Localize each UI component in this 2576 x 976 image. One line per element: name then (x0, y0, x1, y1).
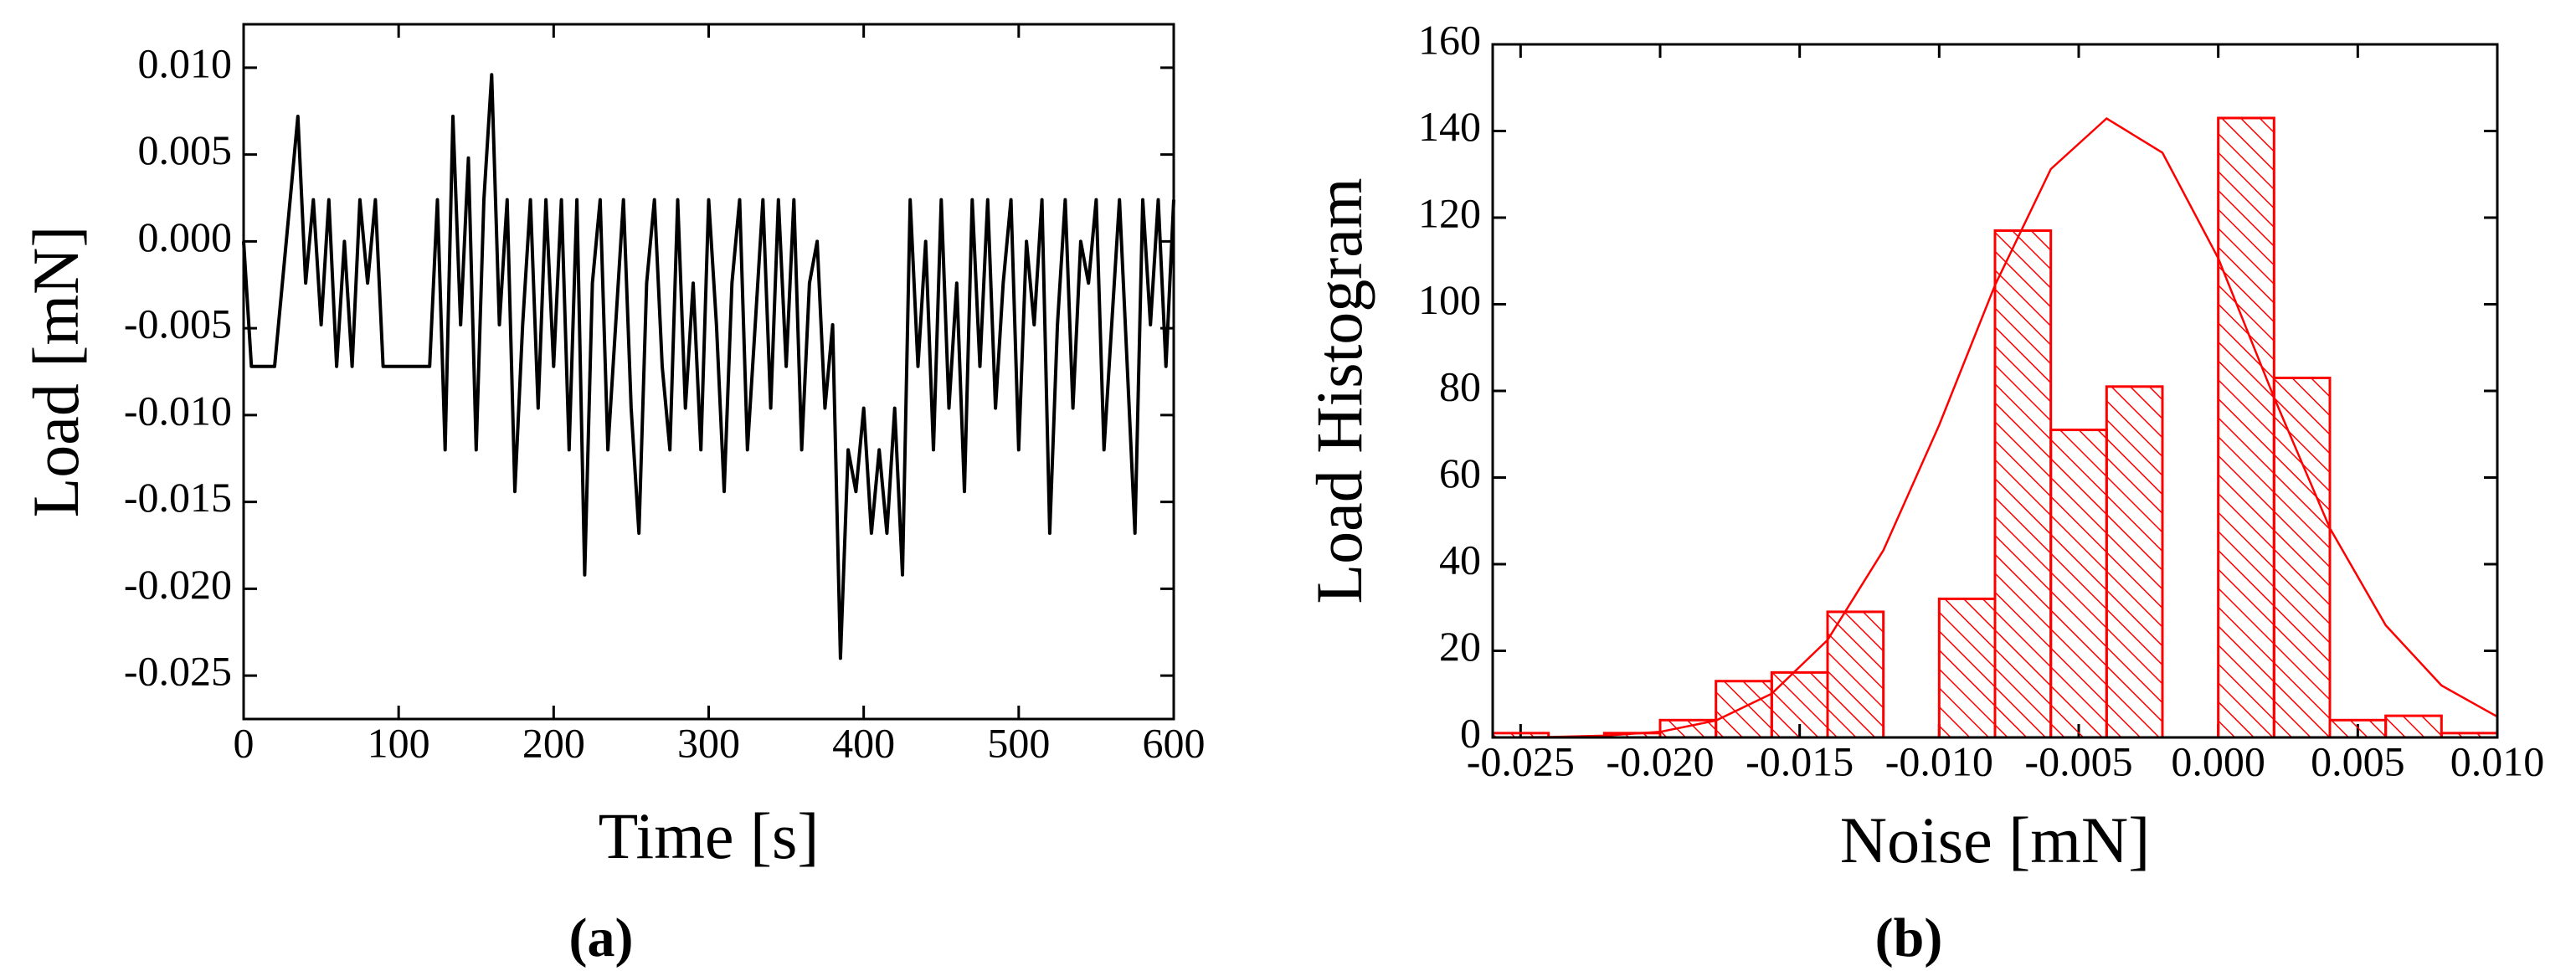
y-tick-label: -0.010 (124, 387, 232, 434)
y-tick-label: -0.005 (124, 301, 232, 347)
y-axis-title: Load Histogram (1303, 177, 1375, 604)
x-tick-label: -0.010 (1885, 737, 1993, 784)
x-tick-label: 400 (832, 719, 895, 766)
y-tick-label: 0 (1460, 709, 1481, 756)
x-axis-title: Noise [mN] (1840, 804, 2150, 876)
histogram-bar (2049, 429, 2108, 739)
histogram-bar (2328, 718, 2388, 739)
y-tick-label: 60 (1439, 449, 1481, 496)
y-tick-label: 40 (1439, 536, 1481, 583)
x-tick-label: 500 (987, 719, 1050, 766)
y-tick-label: 140 (1418, 103, 1481, 150)
histogram-bar (1826, 610, 1885, 739)
y-axis-title: Load [mN] (19, 226, 92, 518)
y-tick-label: 120 (1418, 189, 1481, 236)
x-axis-title: Time [s] (599, 799, 820, 872)
x-tick-label: 0 (234, 719, 255, 766)
caption: (a) (569, 907, 634, 968)
y-tick-label: -0.025 (124, 648, 232, 695)
x-tick-label: -0.005 (2024, 737, 2132, 784)
y-tick-label: 80 (1439, 362, 1481, 409)
fit-curve (1492, 116, 2498, 739)
x-tick-label: -0.020 (1606, 737, 1714, 784)
x-tick-label: 0.010 (2450, 737, 2545, 784)
plot-frame (1491, 43, 2499, 739)
histogram-bar (1993, 229, 2053, 739)
x-tick-label: -0.015 (1746, 737, 1854, 784)
histogram-bar (2272, 376, 2332, 739)
histogram-bar (2217, 116, 2275, 739)
y-tick-label: -0.015 (124, 474, 232, 521)
histogram-bar (2384, 714, 2443, 739)
x-tick-label: -0.025 (1467, 737, 1575, 784)
histogram-bar (1770, 670, 1829, 739)
x-tick-label: 0.005 (2311, 737, 2405, 784)
data-line (242, 73, 1175, 660)
caption: (b) (1875, 907, 1943, 968)
x-tick-label: 300 (677, 719, 740, 766)
histogram-bar (2105, 385, 2164, 739)
y-tick-label: -0.020 (124, 561, 232, 608)
y-tick-label: 0.010 (138, 39, 233, 86)
y-tick-label: 0.000 (138, 213, 233, 260)
y-tick-label: 0.005 (138, 126, 233, 173)
y-tick-label: 20 (1439, 623, 1481, 670)
x-tick-label: 200 (522, 719, 585, 766)
histogram-bar (1937, 597, 1997, 739)
x-tick-label: 0.000 (2171, 737, 2265, 784)
x-tick-label: 100 (368, 719, 430, 766)
histogram-bar (1715, 680, 1773, 739)
y-tick-label: 160 (1418, 16, 1481, 63)
plot-frame (242, 23, 1175, 721)
x-tick-label: 600 (1143, 719, 1206, 766)
y-tick-label: 100 (1418, 276, 1481, 323)
